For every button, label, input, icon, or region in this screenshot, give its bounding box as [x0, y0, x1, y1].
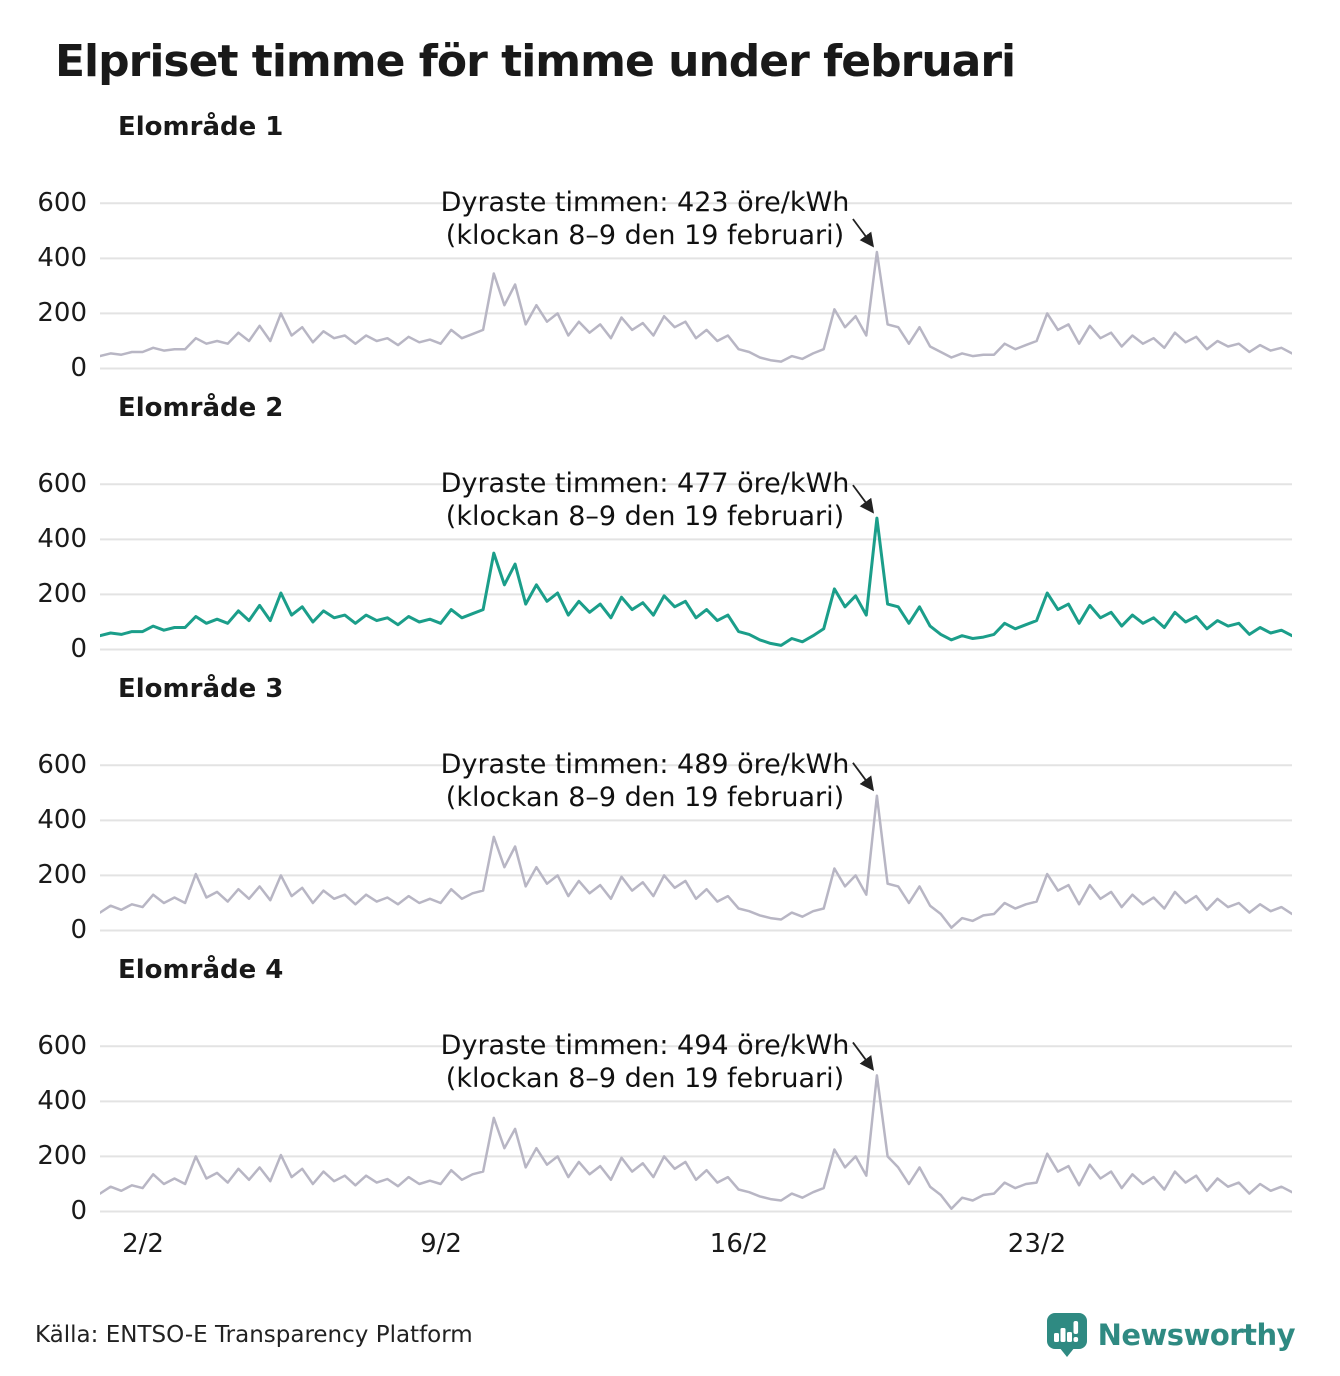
- plot-area: [100, 1032, 1292, 1213]
- y-tick-label: 400: [37, 1086, 87, 1116]
- x-tick-label: 9/2: [420, 1229, 462, 1259]
- panel-title: Elområde 1: [118, 112, 284, 142]
- y-tick-label: 200: [37, 298, 87, 328]
- x-tick-label: 23/2: [1007, 1229, 1067, 1259]
- footer: Källa: ENTSO-E Transparency Platform New…: [35, 1312, 1296, 1358]
- line-chart: [100, 483, 1292, 651]
- line-chart: [100, 1041, 1292, 1213]
- line-chart: [100, 202, 1292, 370]
- panel-title: Elområde 2: [118, 393, 284, 423]
- brand-name: Newsworthy: [1097, 1318, 1296, 1352]
- plot-area: [100, 189, 1292, 370]
- y-tick-label: 600: [37, 469, 87, 499]
- panel-title: Elområde 3: [118, 674, 284, 704]
- chart-title: Elpriset timme för timme under februari: [55, 36, 1016, 87]
- y-tick-label: 0: [70, 353, 87, 383]
- newsworthy-logo: Newsworthy: [1046, 1312, 1296, 1358]
- y-tick-label: 400: [37, 524, 87, 554]
- plot-area: [100, 751, 1292, 932]
- y-tick-label: 0: [70, 1196, 87, 1226]
- plot-area: [100, 470, 1292, 651]
- newsworthy-logo-icon: [1046, 1313, 1087, 1357]
- y-tick-label: 200: [37, 1141, 87, 1171]
- y-tick-label: 400: [37, 805, 87, 835]
- panel-elomrade-2: Elområde 2 600 400 200 0 Dyraste timmen:…: [0, 379, 1340, 664]
- panel-elomrade-3: Elområde 3 600 400 200 0 Dyraste timmen:…: [0, 660, 1340, 945]
- panel-elomrade-4: Elområde 4 600 400 200 0 Dyraste timmen:…: [0, 941, 1340, 1261]
- y-tick-label: 600: [37, 750, 87, 780]
- y-tick-label: 600: [37, 1031, 87, 1061]
- y-tick-label: 600: [37, 188, 87, 218]
- x-tick-label: 16/2: [709, 1229, 769, 1259]
- line-chart: [100, 762, 1292, 932]
- y-tick-label: 200: [37, 860, 87, 890]
- y-tick-label: 0: [70, 915, 87, 945]
- x-tick-label: 2/2: [122, 1229, 164, 1259]
- y-tick-label: 0: [70, 634, 87, 664]
- panel-title: Elområde 4: [118, 955, 284, 985]
- y-tick-label: 200: [37, 579, 87, 609]
- y-tick-label: 400: [37, 243, 87, 273]
- panel-elomrade-1: Elområde 1 600 400 200 0 Dyraste timmen:…: [0, 98, 1340, 383]
- source-text: Källa: ENTSO-E Transparency Platform: [35, 1322, 473, 1348]
